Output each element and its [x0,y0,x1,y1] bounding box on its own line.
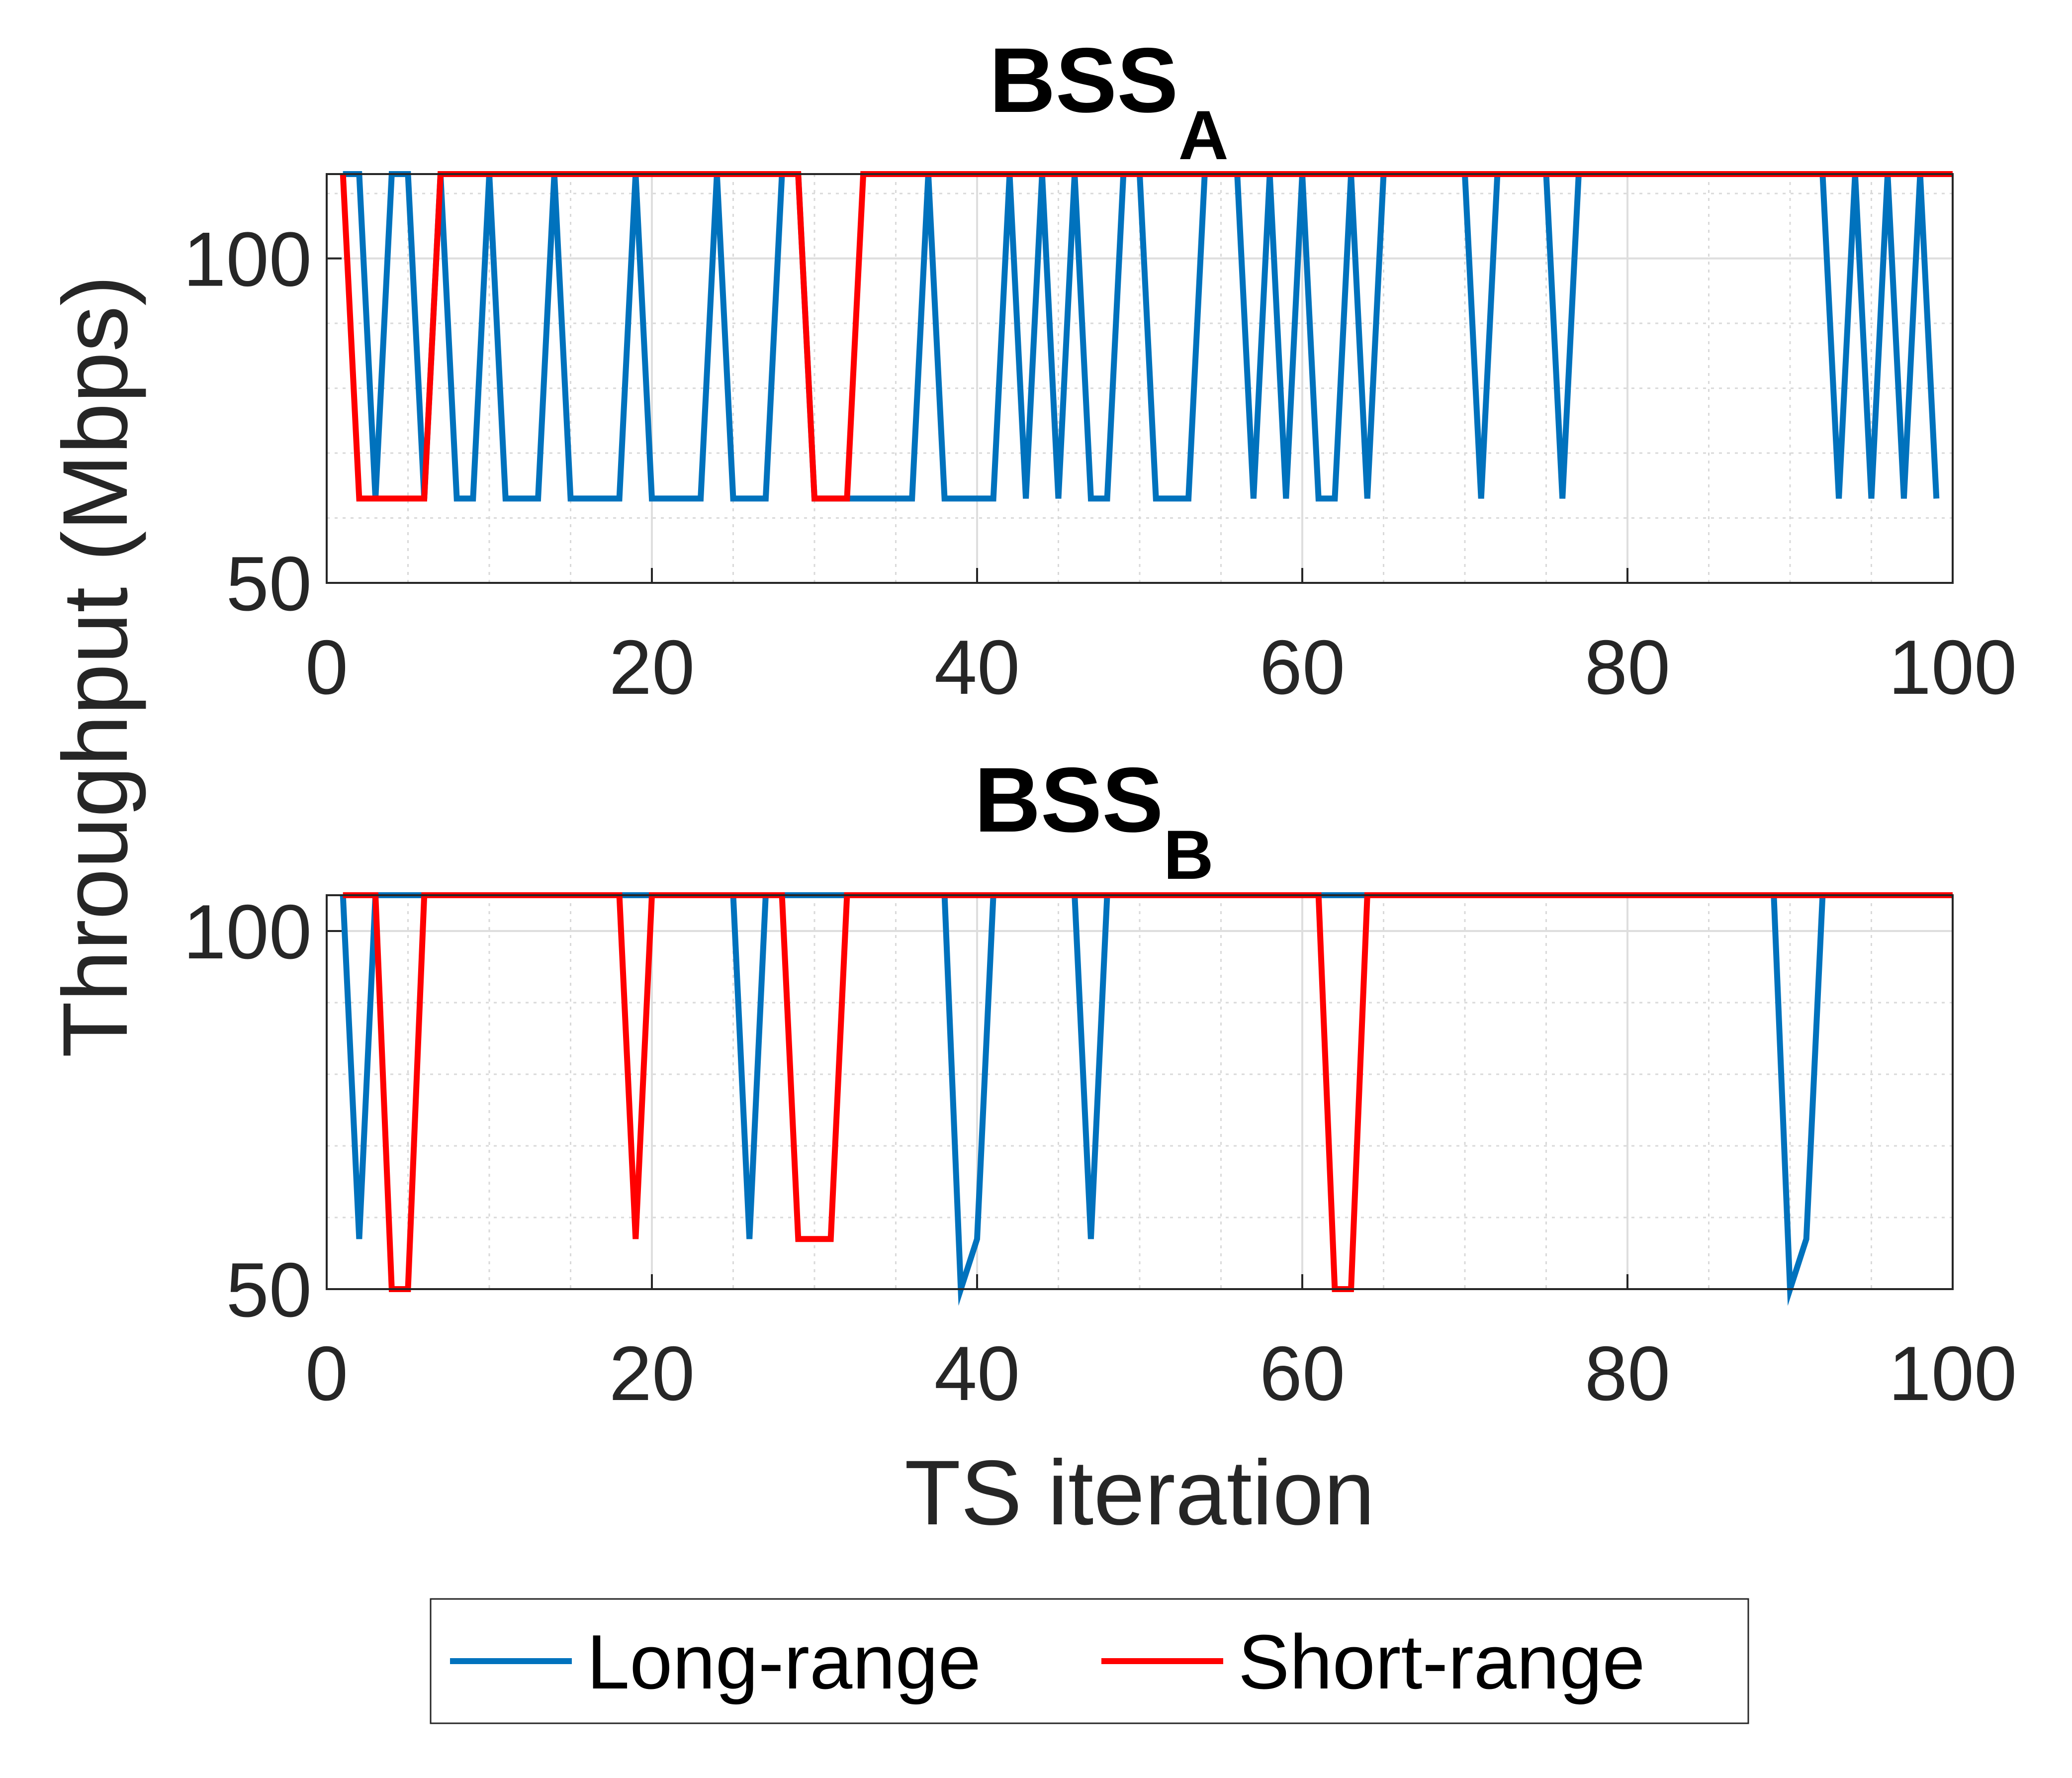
legend-label-short-range: Short-range [1238,1619,1645,1705]
panel-a-x-tick-label: 100 [1889,624,2017,710]
panel-a-x-tick-label: 40 [934,624,1020,710]
panel-b-x-tick-label: 40 [934,1330,1020,1416]
panel-b-x-tick-label: 0 [305,1330,348,1416]
panel-b-title: BSSB [974,749,1214,894]
panel-b-x-tick-label: 80 [1585,1330,1670,1416]
panel-b-x-tick-label: 20 [609,1330,695,1416]
x-axis-label: TS iteration [904,1442,1375,1544]
panel-b-axes-box [326,894,1954,1290]
panel-b-y-tick-label: 100 [183,889,312,975]
panel-b-y-tick-label: 50 [226,1247,312,1333]
panel-a-y-tick-label: 50 [226,541,312,627]
legend-box [430,1598,1749,1724]
panel-bss-a: BSSA 0 20 40 60 80 100 50 100 [183,29,2017,710]
panel-b-x-ticks: 0 20 40 60 80 100 [305,1274,2017,1416]
panel-a-title: BSSA [989,29,1229,174]
panel-a-axes-box [326,173,1954,584]
panel-b-x-tick-label: 100 [1889,1330,2017,1416]
panel-b-title-main: BSS [974,749,1163,851]
panel-a-x-tick-label: 80 [1585,624,1670,710]
legend-label-long-range: Long-range [587,1619,981,1705]
panel-bss-b: BSSB 0 20 40 60 80 100 50 100 TS iteration [183,749,2017,1544]
y-axis-label: Throughput (Mbps) [44,275,147,1057]
legend: Long-range Short-range [430,1598,1749,1724]
panel-a-x-ticks: 0 20 40 60 80 100 [305,568,2017,710]
panel-a-x-tick-label: 20 [609,624,695,710]
panel-b-y-ticks: 50 100 [183,889,342,1333]
panel-b-title-subscript: B [1164,816,1214,894]
panel-a-x-tick-label: 0 [305,624,348,710]
panel-b-x-tick-label: 60 [1260,1330,1345,1416]
panel-a-y-ticks: 50 100 [183,216,342,627]
panel-a-x-tick-label: 60 [1260,624,1345,710]
panel-a-title-main: BSS [989,29,1178,132]
panel-a-title-subscript: A [1178,96,1229,174]
panel-a-y-tick-label: 100 [183,216,312,302]
